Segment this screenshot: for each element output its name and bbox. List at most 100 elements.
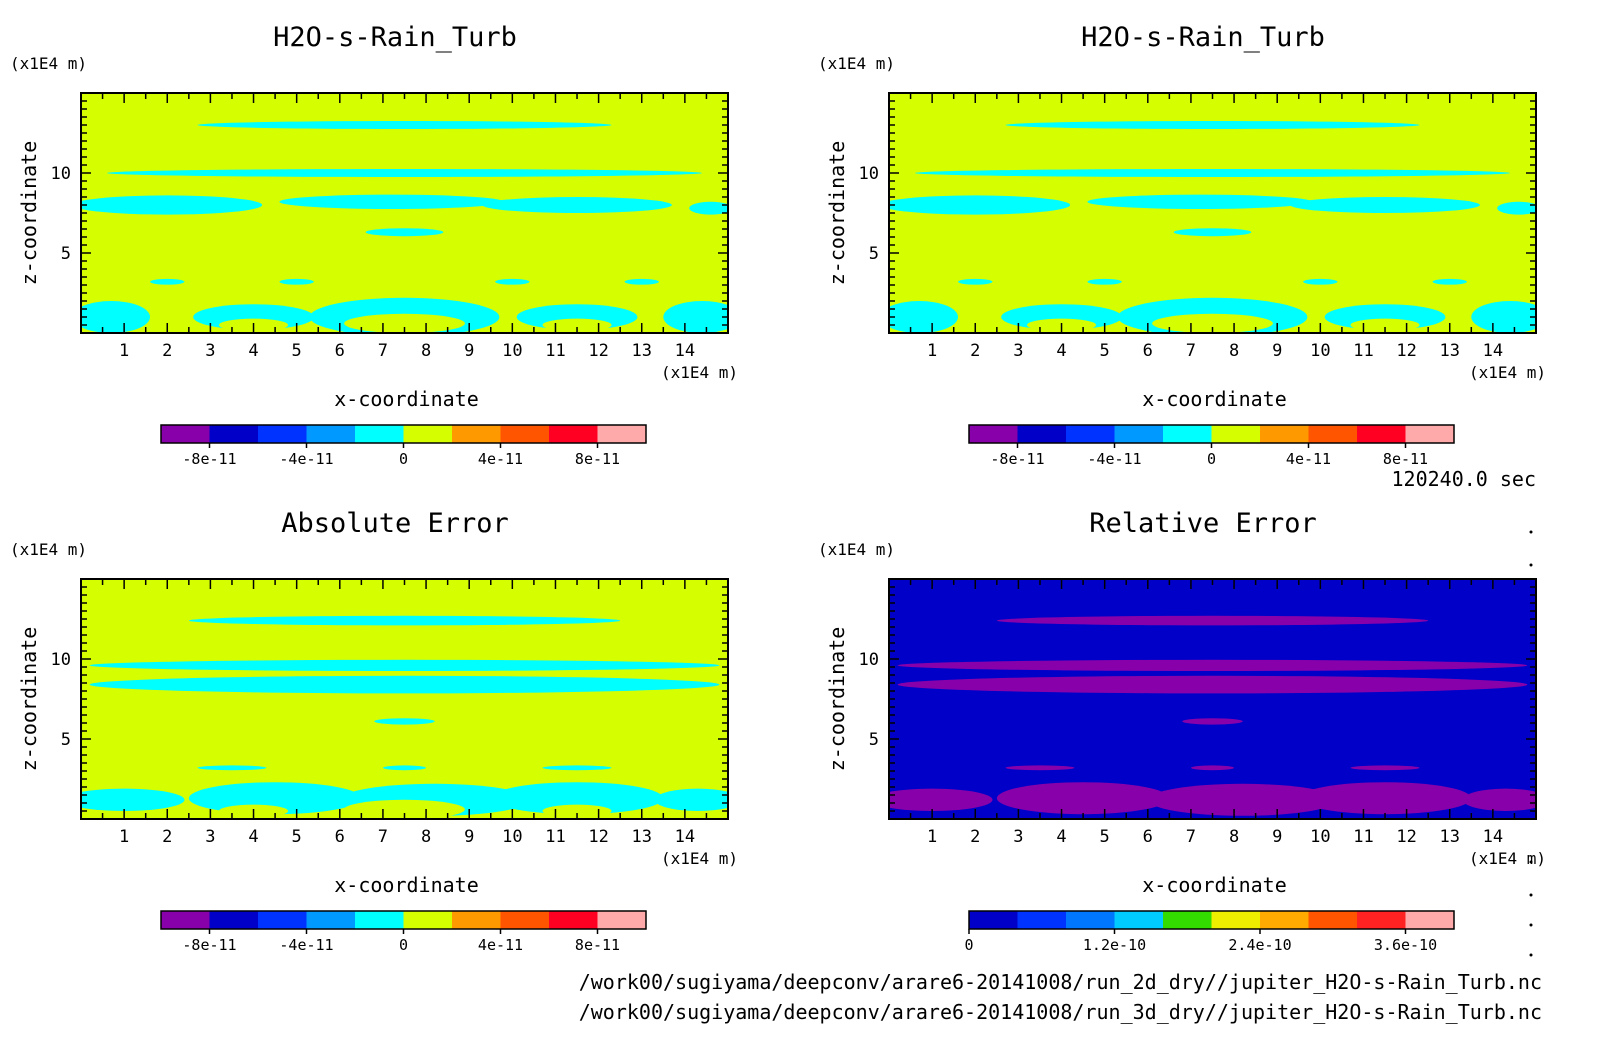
colorbar: -8e-11 -4e-11 0 4e-11 8e-11 <box>160 424 647 468</box>
colorbar-swatch <box>355 425 404 443</box>
colorbar-swatch <box>1114 425 1163 443</box>
contour-region <box>382 765 427 771</box>
colorbar-swatch <box>1163 911 1212 929</box>
colorbar-swatch <box>1017 425 1066 443</box>
x-tick-label: 3 <box>1013 341 1023 361</box>
edge-dot <box>1529 953 1533 957</box>
contour-region <box>188 615 621 626</box>
colorbar-label: 4e-11 <box>1286 450 1331 468</box>
contour-region <box>1087 194 1312 209</box>
x-tick-label: 12 <box>1396 827 1416 847</box>
x-tick-label: 13 <box>631 341 651 361</box>
y-unit-label: (x1E4 m) <box>818 540 895 559</box>
x-axis-label: x-coordinate <box>334 387 479 411</box>
contour-region <box>1462 788 1536 811</box>
contour-region <box>897 659 1528 671</box>
colorbar-label: 1.2e-10 <box>1083 936 1146 954</box>
x-unit-label: (x1E4 m) <box>1469 849 1546 868</box>
x-tick-label: 3 <box>1013 827 1023 847</box>
colorbar-swatch <box>1066 425 1115 443</box>
x-tick-label: 8 <box>1229 341 1239 361</box>
colorbar-swatch <box>1163 425 1212 443</box>
x-axis-label: x-coordinate <box>1142 873 1287 897</box>
footer-path-3d: /work00/sugiyama/deepconv/arare6-2014100… <box>578 1000 1542 1024</box>
colorbar-swatch <box>549 425 598 443</box>
contour-region <box>106 169 703 177</box>
colorbar-swatch <box>161 911 210 929</box>
contour-region <box>654 788 728 811</box>
x-tick-label: 9 <box>1272 827 1282 847</box>
colorbar-label: 8e-11 <box>1383 450 1428 468</box>
colorbar-label: 4e-11 <box>478 450 523 468</box>
x-axis-label: x-coordinate <box>334 873 479 897</box>
x-tick-label: 9 <box>464 341 474 361</box>
x-tick-label: 4 <box>248 341 258 361</box>
contour-region <box>689 201 728 215</box>
contour-region <box>1005 121 1420 129</box>
y-axis-label: z-coordinate <box>17 141 41 286</box>
x-tick-label: 6 <box>335 827 345 847</box>
field-contours <box>889 615 1536 816</box>
contour-region <box>197 765 267 771</box>
x-tick-label: 1 <box>119 827 129 847</box>
plot-area <box>81 579 728 819</box>
colorbar-swatch <box>1405 911 1454 929</box>
x-unit-label: (x1E4 m) <box>661 363 738 382</box>
colorbar-swatch <box>969 425 1018 443</box>
contour-region <box>1182 718 1243 725</box>
colorbar-swatch <box>306 911 355 929</box>
contour-region <box>1005 765 1075 771</box>
contour-hole <box>1152 313 1273 333</box>
contour-region <box>663 301 728 333</box>
colorbar-frame <box>968 910 1455 930</box>
x-tick-label: 7 <box>1186 827 1196 847</box>
colorbar-swatch <box>209 911 258 929</box>
colorbar-swatch <box>1211 425 1260 443</box>
x-tick-label: 1 <box>927 827 937 847</box>
x-tick-label: 9 <box>464 827 474 847</box>
x-tick-label: 2 <box>970 827 980 847</box>
contour-hole <box>542 804 612 818</box>
colorbar-swatch <box>597 425 646 443</box>
contour-region <box>897 675 1528 694</box>
x-tick-label: 2 <box>162 827 172 847</box>
contour-region <box>81 301 151 333</box>
x-tick-label: 8 <box>421 827 431 847</box>
x-tick-label: 8 <box>421 341 431 361</box>
contour-region <box>1303 278 1338 285</box>
y-tick-label: 5 <box>869 730 879 750</box>
colorbar-label: 0 <box>399 450 408 468</box>
y-unit-label: (x1E4 m) <box>818 54 895 73</box>
contour-region <box>89 675 720 694</box>
contour-region <box>889 195 1071 215</box>
contour-region <box>1471 301 1536 333</box>
contour-hole <box>1350 318 1420 332</box>
x-tick-label: 6 <box>1143 341 1153 361</box>
contour-region <box>495 278 530 285</box>
x-tick-label: 5 <box>292 341 302 361</box>
colorbar-swatch <box>969 911 1018 929</box>
contour-region <box>1350 765 1420 771</box>
y-tick-label: 10 <box>859 164 879 184</box>
colorbar-swatch <box>1357 425 1406 443</box>
x-tick-label: 11 <box>545 827 565 847</box>
colorbar-swatch <box>1260 425 1309 443</box>
x-tick-label: 6 <box>1143 827 1153 847</box>
chart-title: H2O-s-Rain_Turb <box>1081 22 1325 53</box>
y-tick-label: 10 <box>51 650 71 670</box>
x-tick-label: 11 <box>1353 827 1373 847</box>
contour-region <box>1173 228 1252 237</box>
contour-region <box>1298 782 1472 815</box>
x-tick-label: 13 <box>1439 827 1459 847</box>
colorbar-label: 4e-11 <box>478 936 523 954</box>
x-tick-label: 10 <box>1310 827 1330 847</box>
x-tick-label: 5 <box>1100 341 1110 361</box>
y-axis-label: z-coordinate <box>825 141 849 286</box>
contour-region <box>365 228 444 237</box>
colorbar-swatch <box>500 425 549 443</box>
y-tick-label: 5 <box>869 244 879 264</box>
x-tick-label: 10 <box>502 341 522 361</box>
edge-dot <box>1529 923 1533 927</box>
